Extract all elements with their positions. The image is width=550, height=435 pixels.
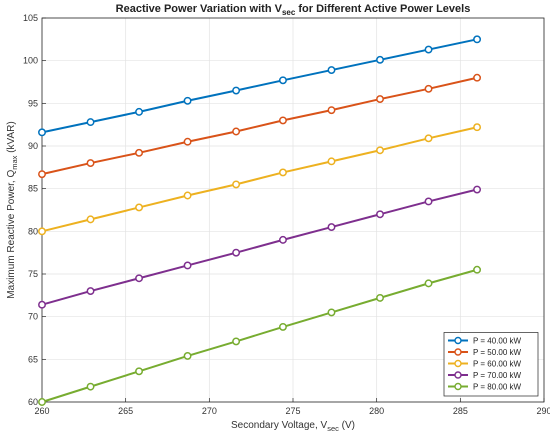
data-point (232, 86, 241, 95)
data-point (376, 293, 384, 302)
data-point (473, 73, 482, 82)
data-point (86, 215, 95, 224)
data-point (327, 66, 336, 75)
data-point (183, 261, 192, 270)
data-point (327, 157, 336, 166)
data-point (327, 223, 336, 232)
x-tick-label: 290 (536, 406, 550, 416)
data-point (327, 106, 336, 115)
data-point (183, 191, 192, 200)
legend-swatch-marker (454, 348, 462, 356)
data-point (38, 170, 46, 179)
data-point (232, 248, 241, 257)
x-tick-label: 265 (118, 406, 133, 416)
data-point (279, 76, 287, 85)
data-point (86, 118, 95, 127)
legend-item: P = 70.00 kW (448, 371, 522, 380)
data-point (279, 322, 287, 331)
chart-title: Reactive Power Variation with Vsec for D… (116, 3, 471, 17)
y-tick-label: 90 (28, 141, 38, 151)
y-tick-label: 95 (28, 98, 38, 108)
legend-swatch-marker (454, 336, 462, 345)
data-point (38, 128, 46, 137)
y-tick-label: 65 (28, 354, 38, 364)
data-point (135, 148, 144, 157)
data-point (376, 95, 384, 104)
series-3 (38, 123, 482, 236)
series-group (38, 35, 482, 406)
data-point (38, 398, 46, 406)
data-point (279, 116, 287, 125)
data-point (183, 137, 192, 146)
y-tick-label: 75 (28, 269, 38, 279)
series-5 (38, 265, 482, 406)
x-axis-label: Secondary Voltage, Vsec (V) (231, 420, 355, 433)
x-tick-label: 275 (285, 406, 300, 416)
legend: P = 40.00 kW P = 50.00 kW P = 60.00 kW P = … (443, 332, 539, 397)
legend-label: P = 60.00 kW (473, 360, 522, 369)
series-1 (38, 35, 482, 137)
data-point (473, 123, 482, 132)
legend-item: P = 40.00 kW (448, 337, 522, 346)
series-line (41, 126, 478, 233)
data-point (473, 185, 482, 194)
legend-item: P = 60.00 kW (448, 360, 522, 369)
x-tick-label: 280 (369, 406, 384, 416)
x-tick-label: 285 (453, 406, 468, 416)
data-point (86, 287, 95, 296)
data-point (135, 274, 144, 283)
data-point (279, 168, 287, 177)
data-point (232, 127, 241, 136)
data-point (232, 180, 241, 189)
x-tick-label: 260 (34, 406, 49, 416)
legend-label: P = 80.00 kW (473, 383, 522, 392)
y-tick-label: 85 (28, 184, 38, 194)
series-2 (38, 73, 482, 179)
data-point (38, 227, 46, 236)
legend-label: P = 40.00 kW (473, 337, 522, 346)
legend-swatch-marker (454, 359, 462, 368)
data-point (86, 159, 95, 168)
y-tick-label: 105 (23, 13, 38, 23)
data-point (279, 235, 287, 244)
data-point (473, 265, 482, 274)
y-tick-label: 60 (28, 397, 38, 407)
data-point (424, 45, 433, 54)
data-point (376, 55, 384, 64)
data-point (183, 96, 192, 105)
ticks: 260 265 270 275 280 285 290 60 65 70 75 80 85 90 95 100… (23, 13, 550, 416)
data-point (424, 279, 433, 288)
legend-item: P = 50.00 kW (448, 348, 522, 357)
x-tick-label: 270 (202, 406, 217, 416)
data-point (376, 210, 384, 219)
series-line (41, 268, 478, 403)
data-point (135, 367, 144, 376)
legend-swatch-marker (454, 382, 462, 391)
data-point (135, 107, 144, 116)
legend-swatch-marker (454, 371, 462, 379)
series-4 (38, 185, 482, 309)
data-point (327, 308, 336, 317)
data-point (86, 382, 95, 391)
y-tick-label: 70 (28, 312, 38, 322)
data-point (135, 203, 144, 212)
y-tick-label: 80 (28, 226, 38, 236)
series-line (41, 38, 478, 134)
legend-label: P = 70.00 kW (473, 371, 522, 380)
series-line (41, 76, 478, 176)
series-line (41, 188, 478, 306)
data-point (376, 146, 384, 155)
data-point (424, 84, 433, 93)
data-point (473, 35, 482, 44)
y-tick-label: 100 (23, 56, 38, 66)
y-axis-label: Maximum Reactive Power, Qmax (kVAR) (6, 121, 19, 298)
data-point (424, 134, 433, 143)
data-point (424, 197, 433, 206)
data-point (183, 351, 192, 360)
data-point (38, 300, 46, 309)
legend-item: P = 80.00 kW (448, 383, 522, 392)
legend-label: P = 50.00 kW (473, 348, 522, 357)
data-point (232, 337, 241, 346)
